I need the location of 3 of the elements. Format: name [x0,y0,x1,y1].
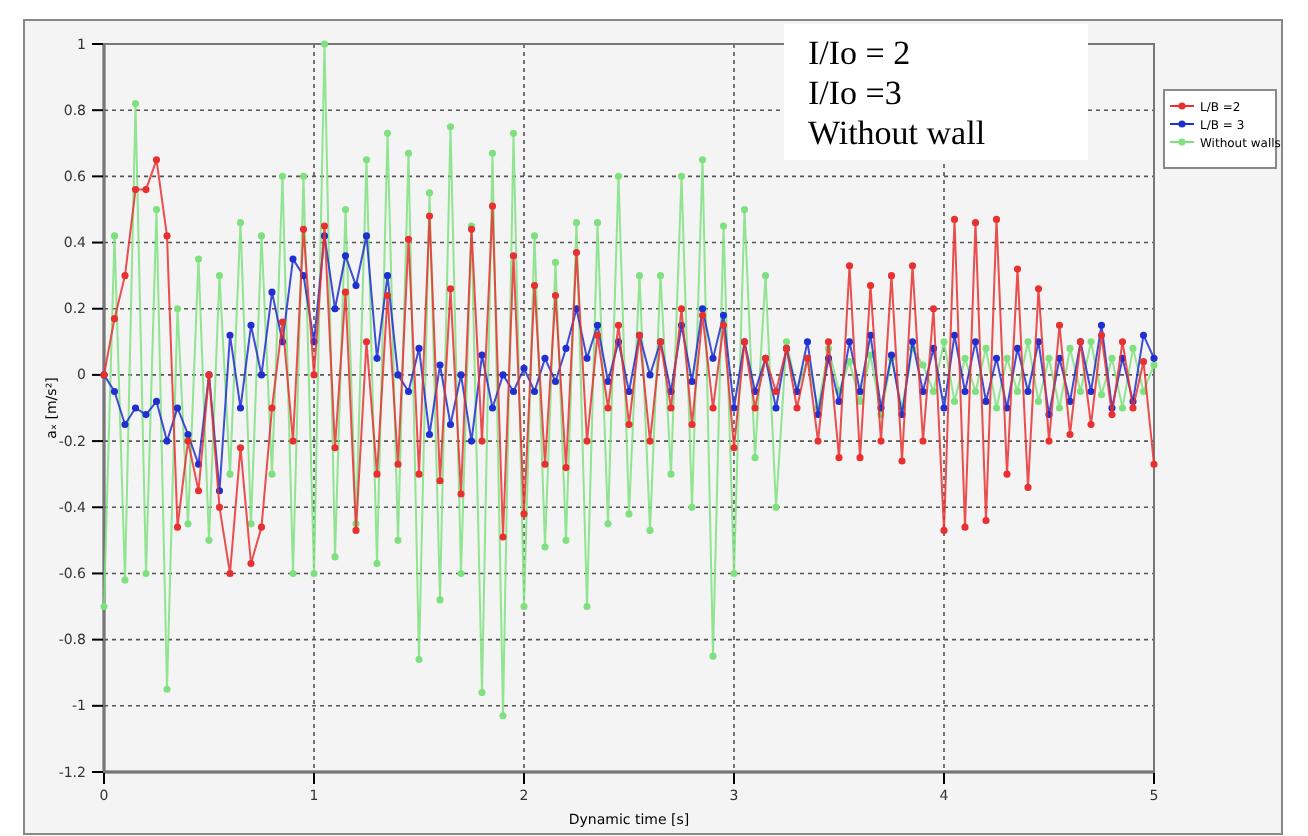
annotation: Without wall [808,114,986,152]
annotation: I/Io = 2 [808,34,911,72]
annotation: I/Io =3 [808,74,902,112]
